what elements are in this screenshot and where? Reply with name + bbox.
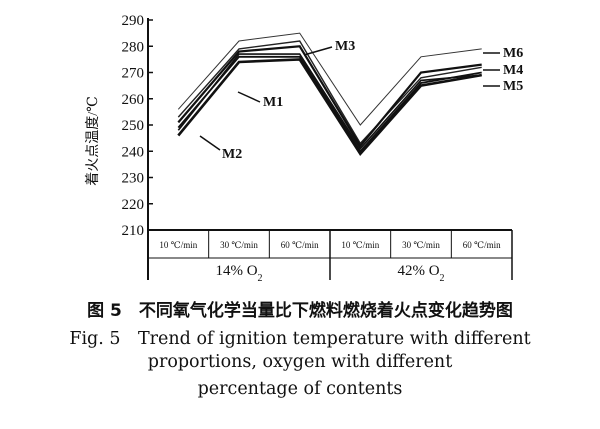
y-tick-label: 260 [122,92,145,108]
y-tick-label: 220 [122,197,145,213]
series-label-m4: M4 [503,63,523,78]
category-label: 30 ℃/min [220,240,258,250]
series-label-m5: M5 [503,79,523,94]
figure-caption-english-line2: proportions, oxygen with different [147,352,453,372]
series-lines [177,32,482,157]
y-tick-label: 280 [122,39,145,55]
y-tick-label: 210 [122,223,145,239]
category-label: 60 ℃/min [463,240,501,250]
category-label: 60 ℃/min [281,240,319,250]
y-tick-label: 240 [122,144,145,160]
category-label: 30 ℃/min [402,240,440,250]
figure-caption-chinese: 图 5 不同氧气化学当量比下燃料燃烧着火点变化趋势图 [87,301,513,321]
y-tick-label: 270 [122,66,145,82]
series-leader-m3 [303,46,333,56]
series-line-m4 [177,45,482,148]
series-line-m6 [177,32,482,126]
group-label: 42% O2 [397,263,444,284]
series-label-m2: M2 [222,147,242,162]
series-line-m3 [177,40,482,145]
chart-axes [147,18,513,280]
series-line-m1 [177,55,482,153]
series-leader-m1 [237,91,261,103]
category-label: 10 ℃/min [341,240,379,250]
series-line-m2 [177,58,482,157]
x-axis-categories: 10 ℃/min 30 ℃/min 60 ℃/min 10 ℃/min 30 ℃/min… [159,240,501,284]
series-label-m6: M6 [503,46,523,61]
series-line-m5 [177,53,482,150]
y-tick-label: 290 [122,13,145,29]
figure-caption-english-line1: Fig. 5 Trend of ignition temperature wit… [69,329,531,349]
series-leader-m2 [199,135,221,151]
category-label: 10 ℃/min [159,240,197,250]
series-label-m1: M1 [263,95,283,110]
group-label: 14% O2 [215,263,262,284]
y-tick-label: 230 [122,171,145,187]
series-label-m3: M3 [335,39,355,54]
y-axis-ticks: 210 220 230 240 250 260 270 280 290 [122,13,153,239]
y-axis-label: 着火点温度/℃ [85,96,101,186]
y-tick-label: 250 [122,118,145,134]
figure-caption-english-line3: percentage of contents [197,379,403,399]
